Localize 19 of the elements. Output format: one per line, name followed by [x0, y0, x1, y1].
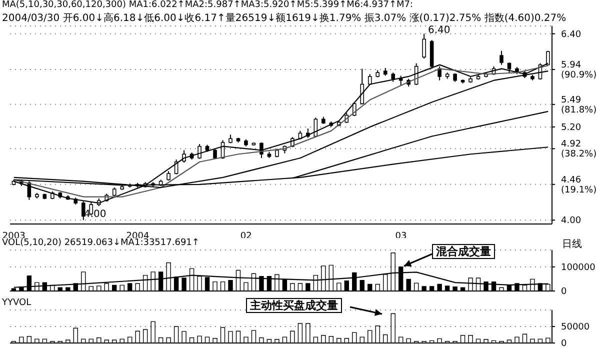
y-tick-label: 5.49 (81.8%)	[561, 95, 597, 116]
text: 日线	[562, 238, 582, 251]
chart-title: YYVOL	[2, 298, 32, 308]
annotation: 混合成交量	[432, 244, 495, 259]
annotation: 4.00	[84, 208, 106, 221]
chart-title: MA(5,10,30,30,60,120,300) MA1:6.022↑MA2:5.987↑MA3:5.920↑M5:5.399↑M6:4.937↑M7:	[2, 0, 414, 10]
y-tick-label: 0	[561, 287, 567, 297]
chart-subtitle: 2004/03/30 开6.00↓高6.18↓低6.00↓收6.17↑量26519↓额1619↓换1.79% 振3.07% 涨(0.17)2.75% 指数(4.60)0.27%	[2, 12, 566, 25]
y-tick-label: 4.00	[561, 216, 582, 226]
annotation: 6.40	[428, 24, 450, 37]
y-tick-label: 4.92 (38.2%)	[561, 140, 597, 160]
y-tick-label: 6.40	[561, 30, 582, 40]
y-tick-label: 5.94 (90.9%)	[561, 60, 597, 80]
annotation: 主动性买盘成交量	[246, 298, 342, 313]
y-tick-label: 50000	[561, 322, 590, 332]
y-tick-label: 0	[561, 339, 567, 349]
y-tick-label: 4.46 (19.1%)	[561, 175, 597, 196]
y-tick-label: 100000	[561, 262, 596, 273]
y-tick-label: 5.20	[561, 122, 582, 133]
